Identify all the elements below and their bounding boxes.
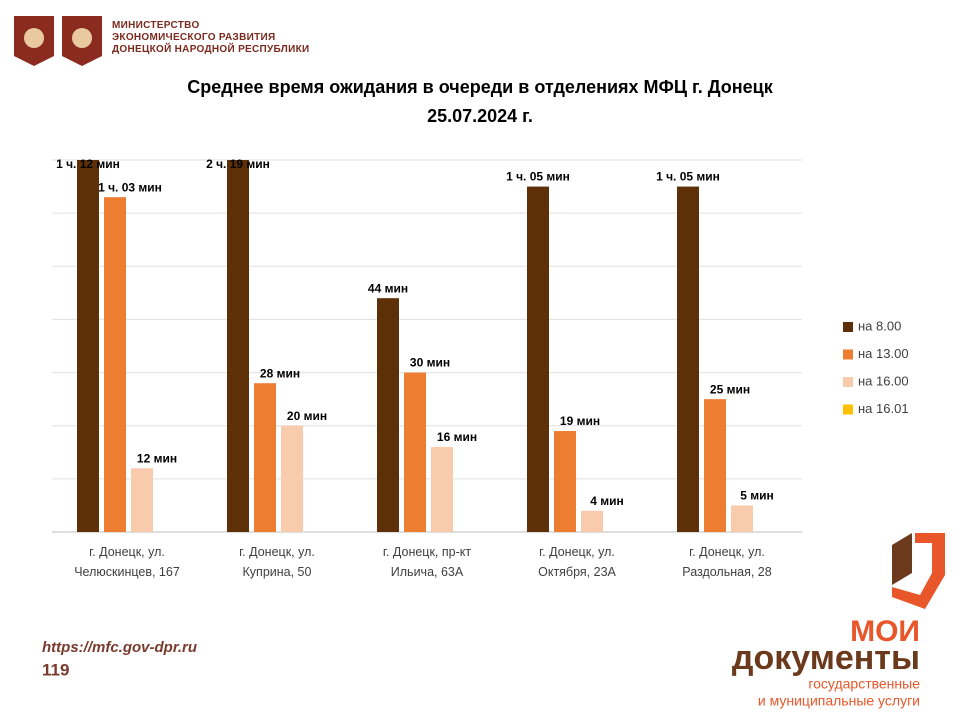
value-label: 1 ч. 12 мин — [56, 157, 120, 171]
bar — [104, 197, 126, 532]
legend-label: на 13.00 — [858, 346, 909, 361]
bar — [227, 160, 249, 532]
brand-sub: и муниципальные услуги — [758, 693, 920, 709]
legend-swatch — [843, 322, 853, 332]
bar — [131, 468, 153, 532]
x-tick-label: г. Донецк, ул. Куприна, 50 — [239, 545, 315, 579]
bar — [554, 431, 576, 532]
x-tick-label: г. Донецк, ул. Челюскинцев, 167 — [74, 545, 180, 579]
brand-sub: государственные — [808, 676, 920, 692]
legend-swatch — [843, 349, 853, 360]
brand-main: документы — [732, 639, 920, 677]
brand-top: МОИ — [850, 615, 920, 648]
chart-subtitle: 25.07.2024 г. — [427, 106, 533, 126]
value-label: 4 мин — [590, 494, 624, 508]
url: https://mfc.gov-dpr.ru — [42, 639, 197, 656]
value-label: 20 мин — [287, 409, 327, 423]
bar — [254, 383, 276, 532]
emblems — [14, 16, 102, 66]
x-tick-label: г. Донецк, пр-кт Ильича, 63А — [382, 545, 472, 579]
org-line: МИНИСТЕРСТВО — [112, 20, 200, 31]
bar — [431, 446, 453, 532]
legend-label: на 16.01 — [858, 401, 909, 416]
x-tick-label: г. Донецк, ул. Октября, 23А — [538, 545, 616, 579]
legend-label: на 16.00 — [858, 373, 909, 388]
bar — [404, 372, 426, 532]
org-line: ДОНЕЦКОЙ НАРОДНОЙ РЕСПУБЛИКИ — [112, 44, 310, 55]
bar — [731, 505, 753, 532]
bar — [281, 425, 303, 532]
bar — [377, 298, 399, 532]
value-label: 28 мин — [260, 366, 300, 380]
chart-title: Среднее время ожидания в очереди в отдел… — [187, 77, 773, 97]
value-label: 16 мин — [437, 430, 477, 444]
value-label: 19 мин — [560, 414, 600, 428]
org-line: ЭКОНОМИЧЕСКОГО РАЗВИТИЯ — [112, 32, 276, 43]
value-label: 1 ч. 05 мин — [656, 170, 720, 184]
value-label: 25 мин — [710, 382, 750, 396]
value-label: 1 ч. 05 мин — [506, 170, 570, 184]
value-label: 44 мин — [368, 281, 408, 295]
legend-swatch — [843, 377, 853, 387]
brand-logo — [892, 533, 945, 609]
legend-label: на 8.00 — [858, 318, 901, 333]
page-number: 119 — [42, 660, 69, 679]
value-label: 1 ч. 03 мин — [98, 180, 162, 194]
value-label: 12 мин — [137, 451, 177, 465]
bar — [77, 160, 99, 532]
bar — [704, 399, 726, 532]
x-tick-label: г. Донецк, ул. Раздольная, 28 — [682, 545, 772, 579]
bar — [677, 186, 699, 532]
bar — [581, 510, 603, 532]
value-label: 30 мин — [410, 356, 450, 370]
value-label: 5 мин — [740, 489, 774, 503]
legend-swatch — [843, 404, 853, 415]
bar — [527, 186, 549, 532]
value-label: 2 ч. 19 мин — [206, 157, 270, 171]
